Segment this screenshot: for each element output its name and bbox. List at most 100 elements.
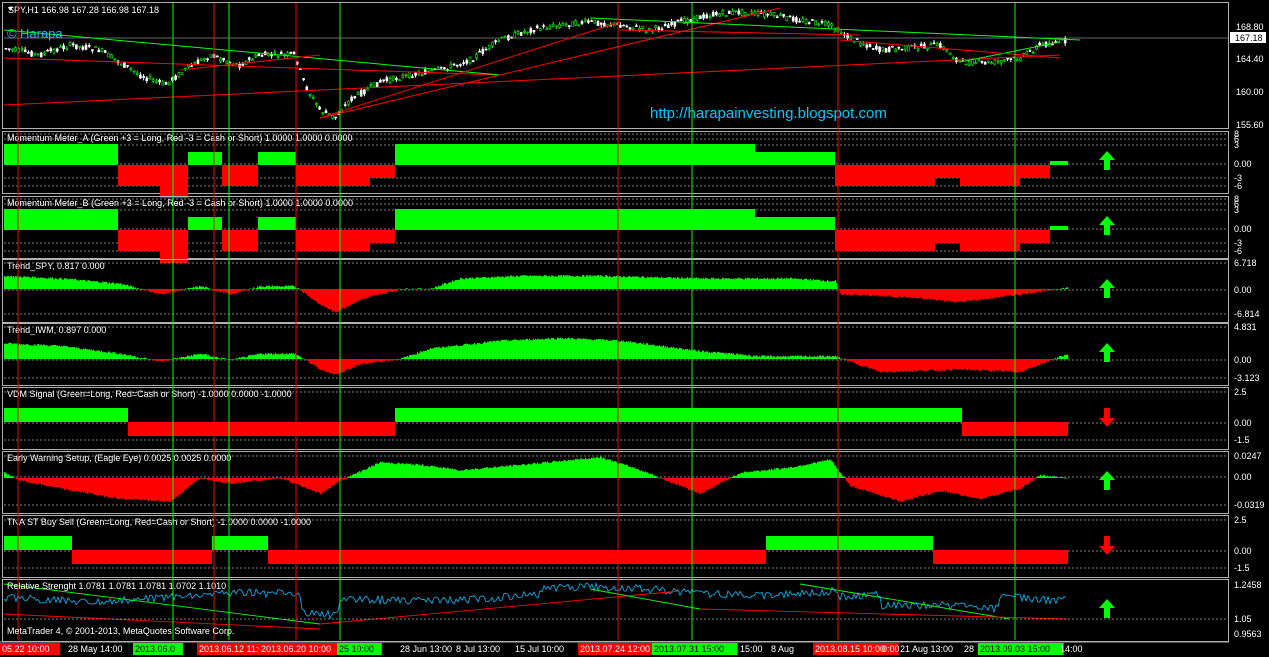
histogram-bar xyxy=(486,277,488,289)
histogram-bar xyxy=(984,478,986,498)
histogram-bar xyxy=(923,359,925,372)
histogram-bar xyxy=(531,340,533,359)
histogram-bar xyxy=(436,347,438,359)
histogram-bar xyxy=(497,276,499,289)
histogram-bar xyxy=(105,352,107,359)
histogram-bar xyxy=(373,465,375,478)
histogram-bar xyxy=(759,278,761,289)
candle-body xyxy=(772,12,776,16)
time-tick: 15:00 xyxy=(740,644,763,654)
histogram-bar xyxy=(526,465,528,478)
histogram-bar xyxy=(40,344,42,359)
histogram-bar xyxy=(971,478,973,498)
histogram-bar xyxy=(355,289,357,303)
histogram-bar xyxy=(556,339,558,359)
histogram-bar xyxy=(12,344,14,359)
histogram-bar xyxy=(290,478,292,483)
histogram-bar xyxy=(988,359,990,372)
histogram-bar xyxy=(779,356,781,359)
histogram-bar xyxy=(940,359,942,372)
candle-body xyxy=(782,14,785,17)
histogram-bar xyxy=(937,289,939,301)
histogram-bar xyxy=(1025,359,1027,370)
histogram-bar xyxy=(969,359,971,370)
histogram-bar xyxy=(755,471,757,478)
histogram-bar xyxy=(620,463,622,478)
histogram-bar xyxy=(618,463,620,478)
histogram-bar xyxy=(223,289,225,294)
histogram-bar xyxy=(296,288,298,289)
histogram-bar xyxy=(307,478,309,489)
histogram-bar xyxy=(919,289,921,299)
histogram-bar xyxy=(634,467,636,478)
histogram-bar xyxy=(188,355,190,359)
histogram-bar xyxy=(115,478,117,498)
histogram-bar xyxy=(849,478,851,485)
histogram-bar xyxy=(790,356,792,359)
histogram-bar xyxy=(410,289,412,290)
histogram-bar xyxy=(145,478,147,500)
histogram-bar xyxy=(594,339,596,359)
histogram-bar xyxy=(70,478,72,491)
histogram-bar xyxy=(399,463,401,478)
histogram-bar xyxy=(47,478,49,486)
histogram-bar xyxy=(767,470,769,478)
histogram-bar xyxy=(541,339,543,359)
histogram-bar xyxy=(275,286,277,289)
histogram-bar xyxy=(693,278,695,289)
histogram-bar xyxy=(959,478,961,495)
histogram-bar xyxy=(351,476,353,478)
histogram-bar xyxy=(494,466,496,478)
histogram-bar xyxy=(416,354,418,359)
histogram-bar xyxy=(430,465,432,478)
histogram-bar xyxy=(532,275,534,289)
histogram-bar xyxy=(50,478,52,487)
histogram-bar xyxy=(919,359,921,371)
time-tick: 28 May 14:00 xyxy=(68,644,123,654)
histogram-bar xyxy=(836,282,838,289)
histogram-bar xyxy=(532,340,534,359)
histogram-bar xyxy=(937,478,939,493)
histogram-bar xyxy=(1042,289,1044,291)
histogram-bar xyxy=(975,478,977,498)
histogram-bar xyxy=(344,478,346,479)
histogram-bar xyxy=(1024,359,1026,371)
histogram-bar xyxy=(296,478,298,485)
histogram-bar xyxy=(717,478,719,485)
histogram-bar xyxy=(724,478,726,481)
histogram-bar xyxy=(374,466,376,478)
histogram-bar xyxy=(527,338,529,359)
candle-body xyxy=(414,72,417,76)
histogram-bar xyxy=(292,478,294,484)
histogram-bar xyxy=(47,279,49,289)
histogram-bar xyxy=(472,468,474,478)
histogram-bar xyxy=(711,478,713,488)
histogram-bar xyxy=(783,468,785,478)
candle-body xyxy=(174,75,177,80)
histogram-bar xyxy=(885,478,887,498)
histogram-bar xyxy=(928,359,930,371)
histogram-bar xyxy=(851,289,853,296)
histogram-bar xyxy=(1038,359,1040,365)
histogram-bar xyxy=(1004,289,1006,297)
histogram-bar xyxy=(511,275,513,289)
histogram-bar xyxy=(677,277,679,289)
histogram-bar xyxy=(621,277,623,289)
histogram-bar xyxy=(308,359,310,362)
dropdown-triangle-icon[interactable] xyxy=(8,7,13,11)
candle-body xyxy=(827,22,830,26)
histogram-bar xyxy=(757,356,759,359)
histogram-bar xyxy=(745,471,747,478)
histogram-bar xyxy=(338,478,340,482)
histogram-bar xyxy=(923,478,925,496)
histogram-bar xyxy=(807,464,809,478)
histogram-bar xyxy=(878,289,880,297)
